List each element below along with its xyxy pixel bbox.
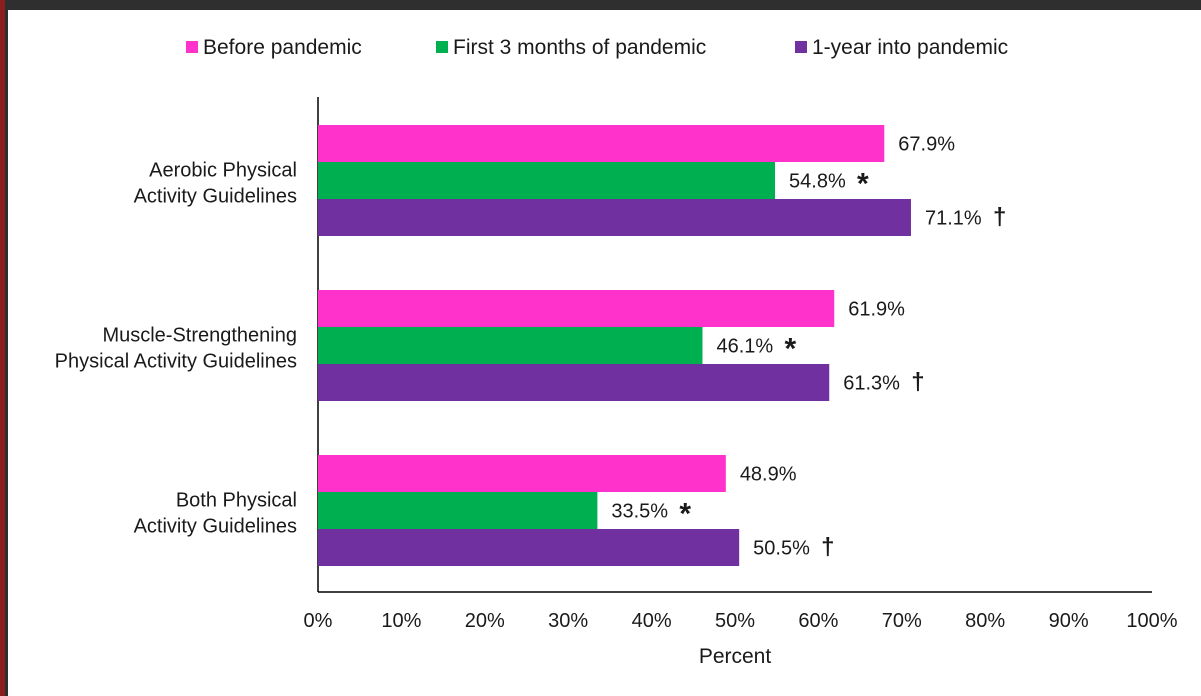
x-tick-label-9: 80%	[965, 610, 1005, 632]
x-tick-label-8: 70%	[882, 610, 922, 632]
data-label-1-series-2: 54.8%	[789, 171, 846, 193]
bar-1-series-2	[318, 162, 776, 199]
legend-swatch-1	[186, 41, 198, 53]
significance-marker-2-series-2: *	[784, 333, 796, 366]
category-label-3-line-2: Activity Guidelines	[134, 516, 297, 538]
category-label-1-line-1: Aerobic Physical	[149, 160, 297, 182]
x-axis-title: Percent	[699, 645, 772, 668]
left-accent-border	[0, 0, 5, 696]
x-tick-label-4: 30%	[548, 610, 588, 632]
legend-swatch-3	[795, 41, 807, 53]
category-labels: Aerobic Physical Activity Guidelines Muscl…	[55, 160, 297, 538]
x-tick-label-7: 60%	[798, 610, 838, 632]
x-tick-label-5: 40%	[632, 610, 672, 632]
category-label-2-line-1: Muscle-Strengthening	[102, 325, 297, 347]
data-label-3-series-1: 48.9%	[740, 464, 797, 486]
legend-label-1: Before pandemic	[203, 36, 362, 59]
bar-2-series-2	[318, 327, 703, 364]
bar-2-series-1	[318, 290, 835, 327]
data-labels: 67.9% 54.8% * 71.1% † 61.9% 46.1% * 61.3% † 48.9% 3…	[611, 134, 1006, 561]
data-label-2-series-1: 61.9%	[848, 299, 905, 321]
x-tick-label-3: 20%	[465, 610, 505, 632]
bar-1-series-1	[318, 125, 885, 162]
significance-marker-3-series-3: †	[821, 534, 834, 561]
significance-marker-1-series-3: †	[993, 204, 1006, 231]
bar-3-series-2	[318, 492, 598, 529]
legend-label-3: 1-year into pandemic	[812, 36, 1008, 59]
legend-swatch-2	[436, 41, 448, 53]
bar-1-series-3	[318, 199, 911, 236]
bar-3-series-3	[318, 529, 740, 566]
category-label-1-line-2: Activity Guidelines	[134, 186, 297, 208]
significance-marker-3-series-2: *	[679, 498, 691, 531]
legend-label-2: First 3 months of pandemic	[453, 36, 706, 59]
data-label-2-series-2: 46.1%	[716, 336, 773, 358]
x-tick-label-6: 50%	[715, 610, 755, 632]
bar-2-series-3	[318, 364, 830, 401]
data-label-1-series-1: 67.9%	[898, 134, 955, 156]
chart-legend: Before pandemic First 3 months of pandemi…	[186, 36, 1008, 59]
data-label-3-series-3: 50.5%	[753, 538, 810, 560]
x-tick-label-10: 90%	[1049, 610, 1089, 632]
x-tick-label-11: 100%	[1126, 610, 1177, 632]
significance-marker-1-series-2: *	[857, 168, 869, 201]
data-label-3-series-2: 33.5%	[611, 501, 668, 523]
significance-marker-2-series-3: †	[911, 369, 924, 396]
data-label-2-series-3: 61.3%	[843, 373, 900, 395]
category-label-3-line-1: Both Physical	[176, 490, 297, 512]
data-label-1-series-3: 71.1%	[925, 208, 982, 230]
bars	[318, 125, 911, 566]
bar-3-series-1	[318, 455, 726, 492]
x-tick-label-1: 0%	[304, 610, 333, 632]
category-label-2-line-2: Physical Activity Guidelines	[55, 351, 297, 373]
x-tick-label-2: 10%	[381, 610, 421, 632]
x-tick-labels: 0% 10% 20% 30% 40% 50% 60% 70% 80% 90% 100%	[304, 610, 1178, 632]
